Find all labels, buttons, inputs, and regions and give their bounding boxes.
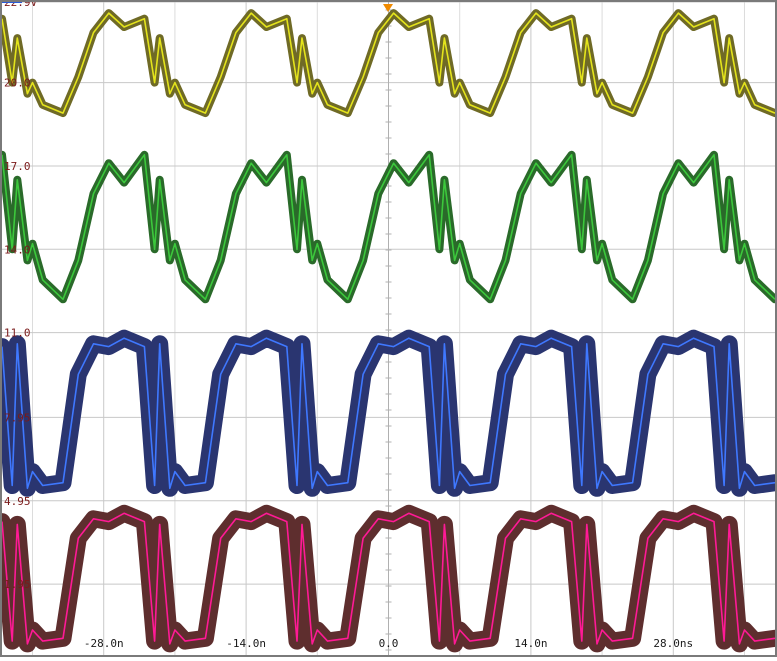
x-tick-label: -28.0n <box>84 637 124 650</box>
x-tick-label: 14.0n <box>514 637 547 650</box>
x-tick-labels: -28.0n -14.0n 0.0 14.0n 28.0ns <box>84 637 693 650</box>
trigger-position-marker[interactable] <box>383 4 393 12</box>
y-tick-label: 11.0 <box>4 327 31 340</box>
trace-line-3 <box>1 337 776 490</box>
trace-line-2 <box>1 154 776 301</box>
y-tick-label: 22.9V <box>4 0 37 9</box>
y-tick-label: 1.95 <box>4 578 31 591</box>
trace-line-4 <box>1 512 776 645</box>
x-tick-label: 0.0 <box>379 637 399 650</box>
y-tick-label: 20.0 <box>4 77 31 90</box>
trace-line-1 <box>1 12 776 114</box>
x-tick-label: -14.0n <box>226 637 266 650</box>
traces <box>0 9 777 653</box>
y-tick-label: 17.0 <box>4 160 31 173</box>
y-tick-label: 7.95 <box>4 411 31 424</box>
x-tick-label: 28.0ns <box>653 637 693 650</box>
y-tick-label: 14.0 <box>4 243 31 256</box>
y-tick-label: 4.95 <box>4 495 31 508</box>
y-tick-labels: 22.9V 20.0 17.0 14.0 11.0 7.95 4.95 1.95 <box>4 0 37 591</box>
